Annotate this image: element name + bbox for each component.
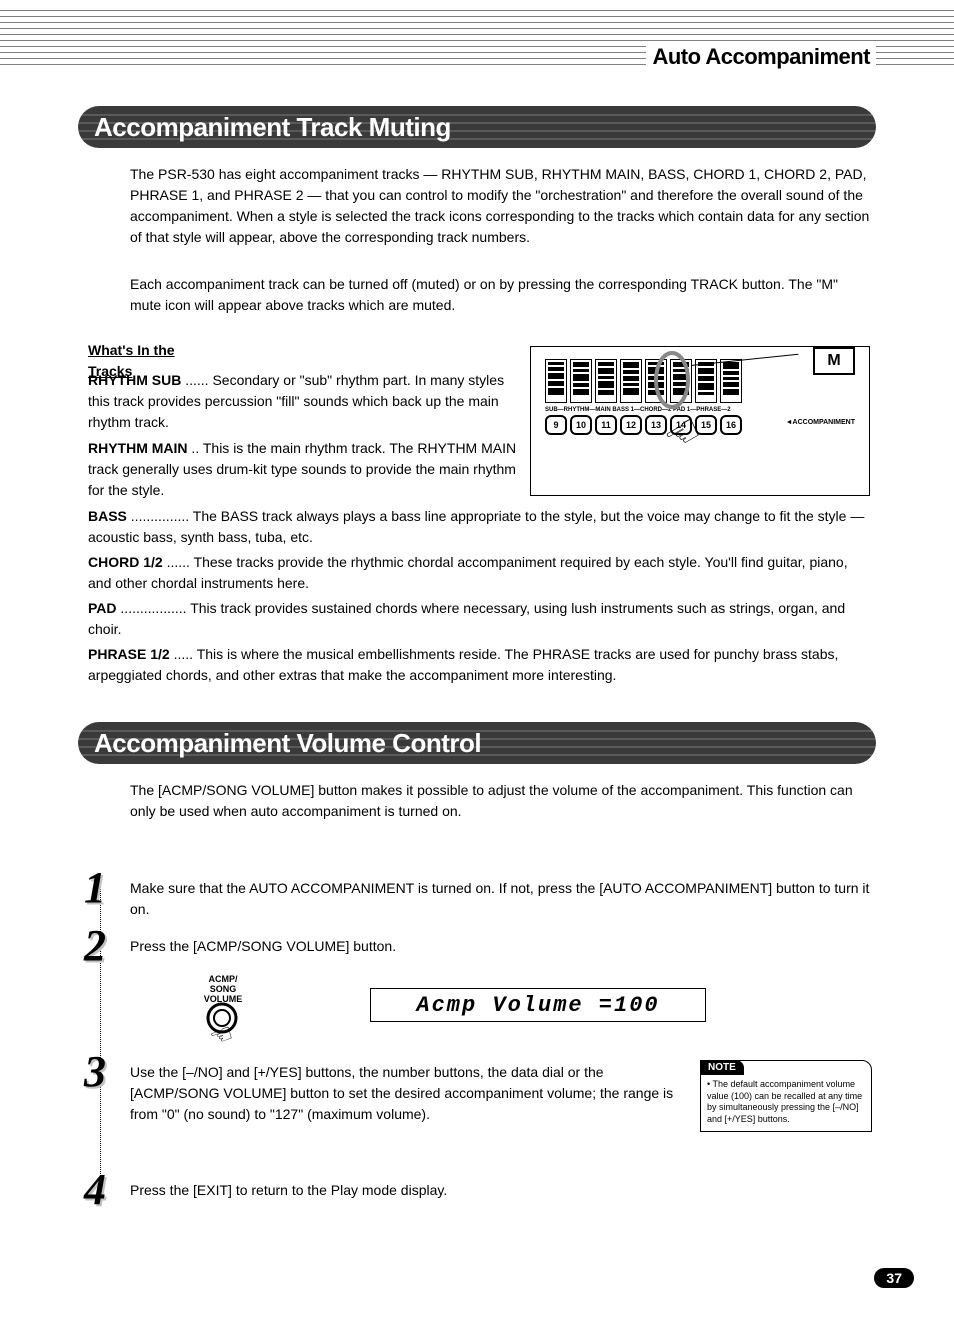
step-text-3: Use the [–/NO] and [+/YES] buttons, the …	[130, 1062, 690, 1125]
lcd-display: Acmp Volume =100	[370, 988, 706, 1022]
track-name-4: PAD	[88, 600, 117, 616]
section-title-2: Accompaniment Volume Control	[94, 728, 481, 759]
hand-pointer-icon: ☜	[656, 405, 710, 463]
section-heading-volume: Accompaniment Volume Control	[78, 722, 876, 764]
section-title: Accompaniment Track Muting	[94, 112, 451, 143]
track-name-3: CHORD 1/2	[88, 554, 163, 570]
note-box: NOTE • The default accompaniment volume …	[700, 1060, 872, 1132]
mute-indicator: M	[813, 347, 855, 375]
track-name-1: RHYTHM MAIN	[88, 440, 188, 456]
track-name-2: BASS	[88, 508, 127, 524]
track-desc-5: PHRASE 1/2 ..... This is where the music…	[88, 644, 868, 686]
step-number-2: 2	[84, 920, 106, 971]
step-number-4: 4	[84, 1164, 106, 1215]
track-name-0: RHYTHM SUB	[88, 372, 181, 388]
chapter-title: Auto Accompaniment	[646, 44, 876, 70]
para-muting-2: Each accompaniment track can be turned o…	[130, 274, 870, 316]
para-muting-1: The PSR-530 has eight accompaniment trac…	[130, 164, 870, 248]
step-text-1: Make sure that the AUTO ACCOMPANIMENT is…	[130, 878, 870, 920]
track-text-5: This is where the musical embellishments…	[88, 646, 838, 683]
accompaniment-label: ◄ACCOMPANIMENT	[786, 419, 855, 426]
step-number-1: 1	[84, 862, 106, 913]
track-name-5: PHRASE 1/2	[88, 646, 170, 662]
track-button[interactable]: 12	[620, 415, 642, 435]
track-desc-0: RHYTHM SUB ...... Secondary or "sub" rhy…	[88, 370, 518, 433]
step-text-2: Press the [ACMP/SONG VOLUME] button.	[130, 936, 650, 957]
page-number: 37	[874, 1268, 914, 1288]
track-desc-2: BASS ............... The BASS track alwa…	[88, 506, 868, 548]
track-button[interactable]: 10	[570, 415, 592, 435]
track-desc-3: CHORD 1/2 ...... These tracks provide th…	[88, 552, 868, 594]
track-desc-4: PAD ................. This track provide…	[88, 598, 868, 640]
track-text-2: The BASS track always plays a bass line …	[88, 508, 864, 545]
track-desc-1: RHYTHM MAIN .. This is the main rhythm t…	[88, 438, 518, 501]
track-button[interactable]: 9	[545, 415, 567, 435]
highlight-oval	[651, 351, 693, 409]
step-number-3: 3	[84, 1046, 106, 1097]
track-icon	[545, 359, 567, 403]
note-tab: NOTE	[700, 1060, 744, 1075]
step-text-4: Press the [EXIT] to return to the Play m…	[130, 1180, 870, 1201]
section-heading-muting: Accompaniment Track Muting	[78, 106, 876, 148]
volume-intro: The [ACMP/SONG VOLUME] button makes it p…	[130, 780, 870, 822]
track-diagram: M SUB—RHYTHM—MAIN BASS 1—CHORD—2 PAD 1—P…	[530, 346, 870, 496]
track-button[interactable]: 16	[720, 415, 742, 435]
track-labels: SUB—RHYTHM—MAIN BASS 1—CHORD—2 PAD 1—PHR…	[545, 407, 855, 413]
track-icon	[620, 359, 642, 403]
track-icons-row	[545, 359, 855, 403]
track-text-3: These tracks provide the rhythmic chorda…	[88, 554, 848, 591]
track-icon	[595, 359, 617, 403]
track-text-4: This track provides sustained chords whe…	[88, 600, 845, 637]
track-icon	[720, 359, 742, 403]
track-button[interactable]: 11	[595, 415, 617, 435]
track-icon	[695, 359, 717, 403]
track-icon	[570, 359, 592, 403]
